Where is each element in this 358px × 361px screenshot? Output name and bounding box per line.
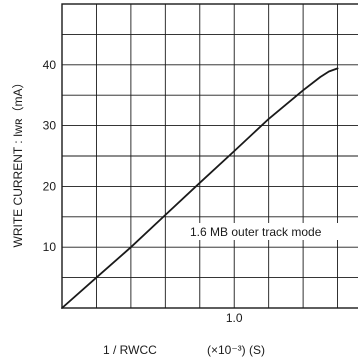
x-tick-label-1.0: 1.0: [226, 311, 243, 325]
x-axis-unit-label: (×10⁻³) (S): [207, 343, 265, 357]
annotation-background: [187, 223, 358, 240]
grid: [62, 4, 358, 308]
series-line-1: [61, 67, 339, 309]
annotation: 1.6 MB outer track mode: [187, 223, 358, 240]
annotation-label: 1.6 MB outer track mode: [190, 225, 322, 239]
y-tick-label-40: 40: [43, 58, 57, 72]
y-tick-label-10: 10: [43, 240, 57, 254]
y-axis-label: WRITE CURRENT : Iwʀ（mA）: [11, 77, 25, 248]
y-tick-labels: 10 20 30 40: [43, 58, 57, 254]
series-layer: [61, 67, 339, 309]
plot-frame: [61, 3, 358, 309]
x-axis-label: 1 / RWCC: [103, 343, 157, 357]
y-tick-label-30: 30: [43, 119, 57, 133]
y-tick-label-20: 20: [43, 179, 57, 193]
x-tick-labels: 1.0: [226, 311, 243, 325]
